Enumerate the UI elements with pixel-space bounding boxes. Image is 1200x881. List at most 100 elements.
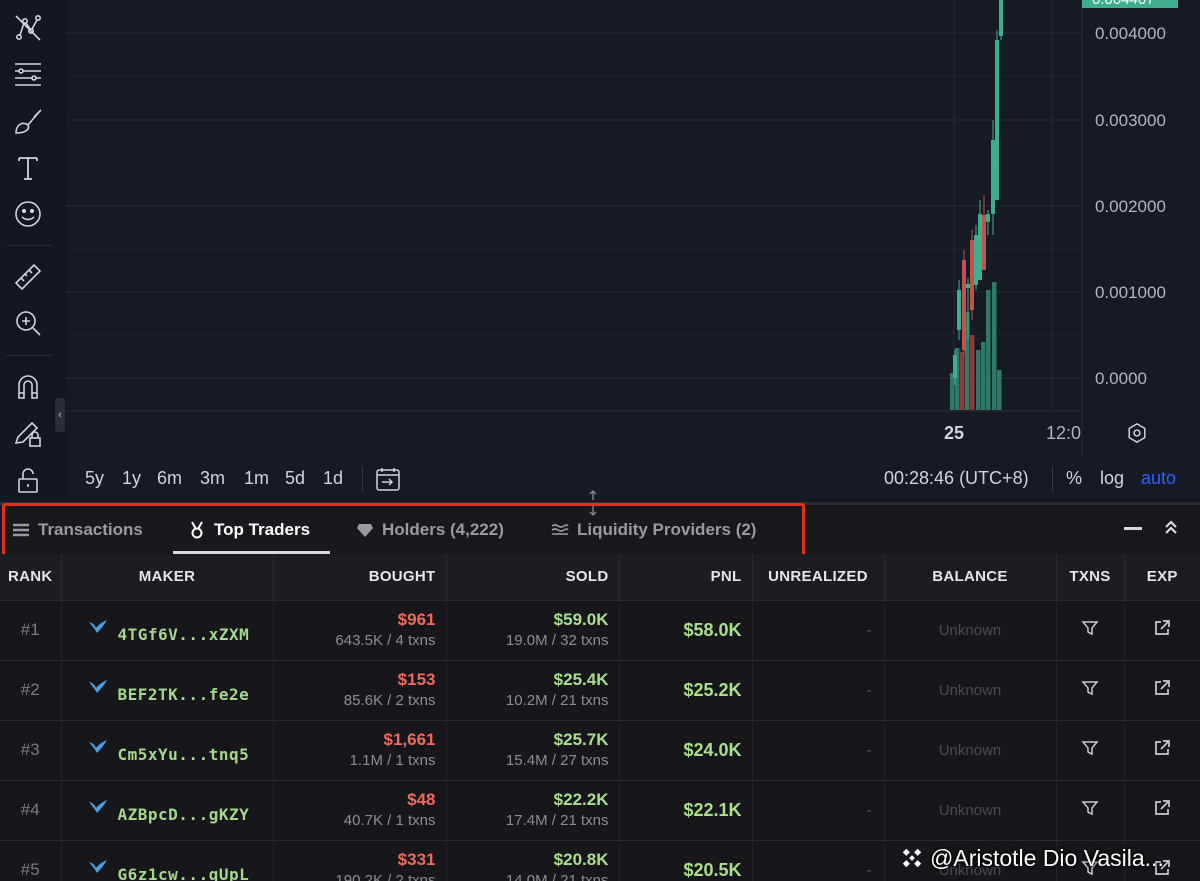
brush-icon[interactable] (10, 103, 46, 139)
timeframe-3m[interactable]: 3m (200, 468, 226, 488)
col-header-balance[interactable]: BALANCE (884, 554, 1057, 601)
filter-icon[interactable] (1081, 860, 1099, 881)
candle-body (991, 140, 995, 214)
col-header-bought[interactable]: BOUGHT (273, 554, 447, 601)
timeframe-5y[interactable]: 5y (85, 468, 105, 488)
maker-cell[interactable]: AZBpcD...gKZY (61, 780, 274, 841)
expand-panel-icon[interactable] (1162, 517, 1180, 537)
maker-address[interactable]: BEF2TK...fe2e (117, 684, 250, 704)
external-link-icon[interactable] (1153, 739, 1171, 761)
chart-settings-icon[interactable] (1126, 422, 1148, 444)
timeframe-1d[interactable]: 1d (323, 468, 344, 488)
tab-top-traders[interactable]: Top Traders (188, 505, 310, 554)
maker-address[interactable]: Cm5xYu...tnq5 (117, 744, 250, 764)
timeframe-6m[interactable]: 6m (157, 468, 183, 488)
external-link-icon[interactable] (1153, 859, 1171, 881)
col-header-exp[interactable]: EXP (1124, 554, 1200, 601)
table-row[interactable]: #3 Cm5xYu...tnq5 $1,661 1.1M / 1 txns $25.7K… (0, 720, 1200, 781)
candle-body (966, 284, 970, 288)
col-header-pnl[interactable]: PNL (619, 554, 753, 601)
lock-drawing-icon[interactable] (10, 415, 46, 451)
pnl-cell: $22.1K (619, 780, 753, 841)
filter-icon[interactable] (1081, 620, 1099, 641)
price-axis-label: 0.001000 (1095, 283, 1166, 302)
timeframe-1m[interactable]: 1m (244, 468, 270, 488)
rank-cell: #1 (0, 600, 62, 661)
sold-txns: 21 txns (560, 692, 609, 709)
maker-cell[interactable]: 4TGf6V...xZXM (61, 600, 274, 661)
bought-cell: $153 85.6K / 2 txns (273, 660, 447, 721)
emoji-icon[interactable] (10, 196, 46, 232)
candle-body (962, 260, 966, 350)
candle-body (957, 290, 961, 330)
timeframe-5d[interactable]: 5d (285, 468, 306, 488)
table-row[interactable]: #2 BEF2TK...fe2e $153 85.6K / 2 txns $25.4K 1… (0, 660, 1200, 721)
minimize-panel-icon[interactable] (1124, 527, 1142, 530)
collapse-toolbar-button[interactable]: ‹ (55, 398, 65, 432)
volume-bar (986, 290, 991, 410)
volume-bar (970, 335, 975, 410)
txns-filter-cell (1056, 840, 1125, 881)
price-axis-label: 0.004000 (1095, 24, 1166, 43)
zoom-in-icon[interactable] (10, 305, 46, 341)
rank-cell: #3 (0, 720, 62, 781)
date-range-icon[interactable] (374, 465, 402, 493)
maker-cell[interactable]: BEF2TK...fe2e (61, 660, 274, 721)
col-header-sold[interactable]: SOLD (446, 554, 620, 601)
top-traders-table: RANK MAKER BOUGHT SOLD PNL UNREALIZED BA… (0, 554, 1200, 881)
log-scale-toggle[interactable]: log (1100, 468, 1125, 488)
unrealized-cell: - (752, 780, 885, 841)
tab-liquidity-providers[interactable]: Liquidity Providers (2) (551, 505, 756, 554)
pnl-cell: $20.5K (619, 840, 753, 881)
candle-body (995, 40, 999, 200)
col-header-rank[interactable]: RANK (0, 554, 62, 601)
text-icon[interactable] (10, 150, 46, 186)
external-link-icon[interactable] (1153, 799, 1171, 821)
maker-cell[interactable]: G6z1cw...qUpL (61, 840, 274, 881)
whale-icon (88, 680, 108, 700)
table-row[interactable]: #1 4TGf6V...xZXM $961 643.5K / 4 txns $59.0K… (0, 600, 1200, 661)
candlestick-chart[interactable]: 0.004000 0.003000 0.002000 0.001000 0.0000 0.… (66, 0, 1200, 458)
candle-body (986, 214, 990, 222)
table-row[interactable]: #4 AZBpcD...gKZY $48 40.7K / 1 txns $22.2K 17… (0, 780, 1200, 841)
tab-holders[interactable]: Holders (4,222) (356, 505, 504, 554)
magnet-icon[interactable] (10, 369, 46, 405)
unrealized-cell: - (752, 600, 885, 661)
explorer-link-cell (1124, 840, 1200, 881)
bought-tokens: 1.1M (349, 752, 383, 769)
tab-transactions[interactable]: Transactions (12, 505, 143, 554)
maker-address[interactable]: G6z1cw...qUpL (117, 864, 250, 881)
panel-resize-handle[interactable] (586, 489, 600, 517)
sold-tokens: 17.4M (505, 812, 548, 829)
tab-liquidity-providers-label: Liquidity Providers (2) (577, 519, 757, 539)
timeframe-1y[interactable]: 1y (122, 468, 142, 488)
unrealized-cell: - (752, 720, 885, 781)
binance-logo-icon (902, 848, 922, 868)
price-axis-label: 0.002000 (1095, 197, 1166, 216)
col-header-maker[interactable]: MAKER (61, 554, 274, 601)
filter-icon[interactable] (1081, 740, 1099, 761)
filter-icon[interactable] (1081, 800, 1099, 821)
col-header-txns[interactable]: TXNS (1056, 554, 1125, 601)
explorer-link-cell (1124, 600, 1200, 661)
balance-cell: Unknown (884, 600, 1057, 661)
external-link-icon[interactable] (1153, 619, 1171, 641)
external-link-icon[interactable] (1153, 679, 1171, 701)
price-chart[interactable]: 0.004000 0.003000 0.002000 0.001000 0.0000 0.… (66, 0, 1200, 500)
sold-tokens: 15.4M (505, 752, 548, 769)
maker-address[interactable]: 4TGf6V...xZXM (117, 624, 250, 644)
trend-line-icon[interactable] (10, 10, 46, 46)
maker-cell[interactable]: Cm5xYu...tnq5 (61, 720, 274, 781)
bought-txns: 1 txns (395, 752, 436, 769)
table-row[interactable]: #5 G6z1cw...qUpL $331 190.2K / 2 txns $20.8K… (0, 840, 1200, 881)
unlock-icon[interactable] (10, 462, 46, 498)
volume-bar (950, 373, 955, 410)
auto-scale-toggle[interactable]: auto (1141, 468, 1177, 488)
bought-usd: $153 (397, 670, 436, 689)
percent-scale-toggle[interactable]: % (1066, 468, 1083, 488)
filter-icon[interactable] (1081, 680, 1099, 701)
fib-retracement-icon[interactable] (10, 56, 46, 92)
col-header-unrealized[interactable]: UNREALIZED (752, 554, 885, 601)
maker-address[interactable]: AZBpcD...gKZY (117, 804, 250, 824)
ruler-icon[interactable] (10, 259, 46, 295)
